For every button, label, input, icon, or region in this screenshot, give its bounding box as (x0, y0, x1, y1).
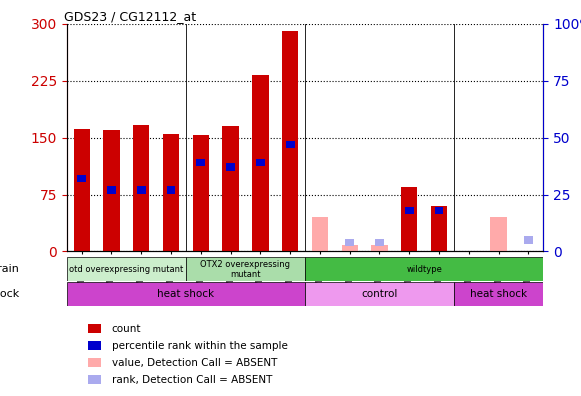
Text: rank, Detection Call = ABSENT: rank, Detection Call = ABSENT (112, 375, 272, 385)
FancyBboxPatch shape (67, 257, 186, 281)
Bar (375, 238, 384, 246)
Bar (88, 358, 102, 367)
Bar (137, 186, 146, 194)
Bar (431, 206, 447, 251)
Bar (74, 128, 90, 251)
Bar (524, 236, 533, 244)
Bar (286, 141, 295, 148)
Bar (193, 135, 209, 251)
Bar (282, 31, 298, 251)
Bar (133, 125, 149, 251)
Bar (77, 175, 86, 183)
Text: count: count (112, 324, 141, 334)
Text: control: control (361, 289, 397, 299)
Bar (223, 126, 239, 251)
FancyBboxPatch shape (305, 282, 454, 306)
Text: otd overexpressing mutant: otd overexpressing mutant (69, 265, 184, 274)
Bar (405, 207, 414, 214)
Bar (435, 207, 443, 214)
Text: percentile rank within the sample: percentile rank within the sample (112, 341, 288, 351)
FancyBboxPatch shape (67, 282, 305, 306)
Bar (252, 74, 268, 251)
Text: wildtype: wildtype (406, 265, 442, 274)
Bar (312, 217, 328, 251)
Bar (256, 159, 265, 166)
FancyBboxPatch shape (186, 257, 305, 281)
Bar (342, 246, 358, 251)
Bar (103, 130, 120, 251)
Bar (88, 324, 102, 333)
FancyBboxPatch shape (305, 257, 543, 281)
Text: heat shock: heat shock (470, 289, 527, 299)
Bar (163, 134, 179, 251)
Text: heat shock: heat shock (157, 289, 214, 299)
Text: GDS23 / CG12112_at: GDS23 / CG12112_at (64, 10, 196, 23)
Bar (107, 186, 116, 194)
Text: shock: shock (0, 289, 19, 299)
Text: value, Detection Call = ABSENT: value, Detection Call = ABSENT (112, 358, 277, 368)
Bar (167, 186, 175, 194)
Bar (401, 187, 417, 251)
Text: strain: strain (0, 264, 19, 274)
Bar (88, 375, 102, 384)
Bar (196, 159, 205, 166)
Bar (226, 164, 235, 171)
Bar (490, 217, 507, 251)
Bar (371, 246, 388, 251)
Bar (345, 238, 354, 246)
Bar (88, 341, 102, 350)
Text: OTX2 overexpressing
mutant: OTX2 overexpressing mutant (200, 260, 290, 279)
FancyBboxPatch shape (454, 282, 543, 306)
